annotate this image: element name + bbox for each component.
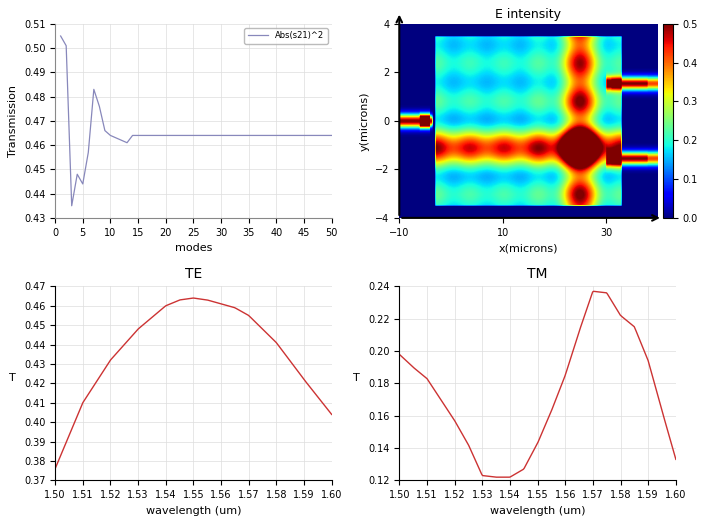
X-axis label: wavelength (um): wavelength (um) xyxy=(146,506,241,516)
Y-axis label: T: T xyxy=(354,374,360,384)
Legend: Abs(s21)^2: Abs(s21)^2 xyxy=(244,28,327,43)
Y-axis label: Transmission: Transmission xyxy=(8,85,18,157)
X-axis label: wavelength (um): wavelength (um) xyxy=(490,506,585,516)
Title: TM: TM xyxy=(527,267,548,281)
X-axis label: modes: modes xyxy=(175,243,212,253)
X-axis label: x(microns): x(microns) xyxy=(498,243,559,253)
Y-axis label: y(microns): y(microns) xyxy=(360,91,370,150)
Title: E intensity: E intensity xyxy=(496,8,561,21)
Y-axis label: T: T xyxy=(9,374,16,384)
Title: TE: TE xyxy=(185,267,202,281)
